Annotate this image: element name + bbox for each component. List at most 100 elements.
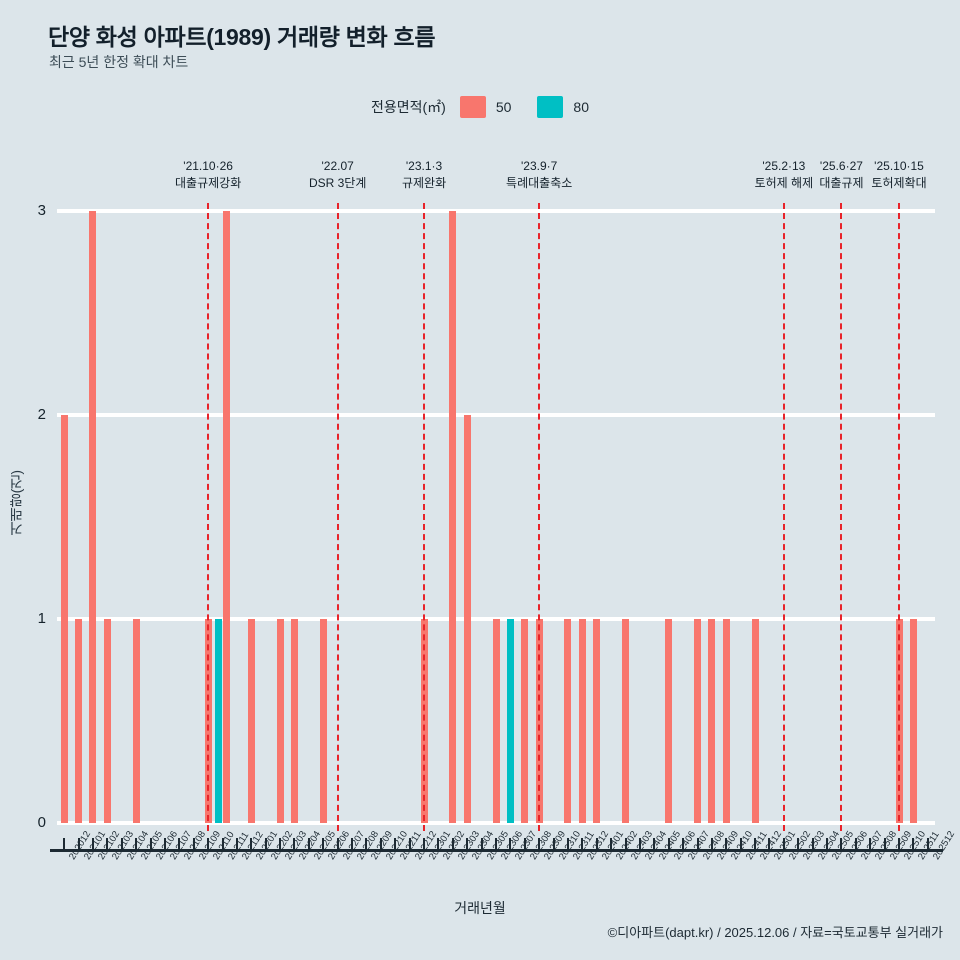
x-axis-tick [581, 838, 584, 850]
x-axis-tick [379, 838, 382, 850]
bar-50 [722, 619, 730, 823]
footer-credit: ©디아파트(dapt.kr) / 2025.12.06 / 자료=국토교통부 실… [607, 925, 943, 940]
x-axis-tick [869, 838, 872, 850]
bar-50 [694, 619, 701, 823]
page-subtitle: 최근 5년 한정 확대 차트 [49, 54, 189, 70]
x-axis-tick [351, 838, 354, 850]
bar-50 [521, 619, 529, 823]
grid-line [57, 413, 935, 417]
grid-line [57, 821, 935, 825]
legend-swatch-50 [459, 96, 486, 118]
annotation-date: '25.10·15 [874, 159, 924, 173]
annotation-date: '23.9·7 [521, 159, 558, 173]
annotation-line [782, 203, 785, 831]
chart-legend: 전용면적(㎡) 50 80 [0, 96, 960, 118]
annotation-date: '22.07 [321, 159, 354, 173]
bar-50 [60, 415, 68, 823]
x-axis-tick [725, 838, 728, 850]
y-axis-title: 거래량(건) [8, 470, 24, 536]
annotation-label: '22.07 DSR 3단계 [309, 158, 366, 193]
annotation-text: 대출규제 [819, 176, 864, 191]
annotation-line [840, 203, 843, 831]
x-axis-tick [912, 838, 915, 850]
x-axis-tick [854, 838, 857, 850]
x-axis-tick [782, 838, 785, 850]
legend-label-80: 80 [573, 99, 589, 115]
x-axis-tick [408, 838, 411, 850]
annotation-line [898, 203, 901, 831]
x-axis-tick [739, 838, 742, 850]
plot-area [57, 203, 935, 831]
bar-50 [622, 619, 630, 823]
x-axis-tick [423, 838, 426, 850]
x-axis-line [50, 849, 943, 852]
x-axis-tick [898, 838, 901, 850]
x-axis-tick [595, 838, 598, 850]
x-axis-tick [480, 838, 483, 850]
annotation-text: 대출규제강화 [175, 176, 242, 191]
annotation-text: 규제완화 [401, 176, 447, 191]
x-axis-tick [264, 838, 267, 850]
annotation-label: '23.1·3 규제완화 [402, 158, 446, 193]
annotation-date: '23.1·3 [405, 159, 443, 173]
y-axis-tick-label: 2 [37, 406, 46, 423]
bar-50 [708, 619, 716, 823]
x-axis-tick [883, 838, 886, 850]
x-axis-tick [221, 838, 224, 850]
x-axis-tick [638, 838, 641, 850]
bar-50 [463, 415, 471, 823]
x-axis-tick [235, 838, 238, 850]
legend-title: 전용면적(㎡) [370, 99, 446, 115]
bar-50 [290, 619, 298, 823]
x-axis-tick [106, 838, 109, 850]
x-axis-tick [610, 838, 613, 850]
page-title: 단양 화성 아파트(1989) 거래량 변화 흐름 [48, 24, 436, 50]
x-axis-tick [77, 838, 80, 850]
annotation-line [336, 203, 339, 831]
x-axis-tick [178, 838, 181, 850]
annotation-label: '21.10·26 대출규제강화 [175, 158, 241, 193]
bar-50 [564, 619, 572, 823]
bar-50 [89, 211, 97, 823]
x-axis-tick [768, 838, 771, 850]
bar-50 [449, 211, 457, 823]
x-axis-tick [797, 838, 800, 850]
x-axis-tick [192, 838, 195, 850]
x-axis-tick [566, 838, 569, 850]
annotation-label: '25.6·27 대출규제 [819, 158, 863, 193]
legend-label-50: 50 [495, 99, 512, 115]
bar-50 [578, 619, 586, 823]
x-axis-tick [293, 838, 296, 850]
bar-80 [506, 619, 514, 823]
x-axis-tick [135, 838, 138, 850]
x-axis-tick [279, 838, 282, 850]
bar-50 [222, 211, 230, 823]
x-axis-tick [552, 838, 555, 850]
x-axis-tick [394, 838, 397, 850]
bar-50 [665, 619, 673, 823]
x-axis-tick [840, 838, 843, 850]
annotation-line [423, 203, 426, 831]
bar-50 [909, 619, 917, 823]
bar-80 [215, 619, 223, 823]
x-axis-tick [710, 838, 713, 850]
annotation-date: '25.6·27 [819, 159, 863, 173]
x-axis-tick [667, 838, 670, 850]
x-axis-tick [696, 838, 699, 850]
x-axis-tick [624, 838, 627, 850]
bar-50 [75, 619, 83, 823]
x-axis-tick [336, 838, 339, 850]
y-axis-tick-label: 0 [37, 814, 46, 831]
x-axis-tick [495, 838, 497, 850]
y-axis-tick-label: 3 [37, 202, 46, 219]
bar-50 [319, 619, 327, 823]
annotation-label: '23.9·7 특례대출축소 [506, 158, 572, 193]
bar-50 [492, 619, 500, 823]
bar-50 [132, 619, 140, 823]
x-axis-tick [207, 838, 210, 850]
x-axis-tick [509, 838, 512, 850]
legend-swatch-80 [537, 96, 564, 118]
x-axis-tick [307, 838, 310, 850]
x-axis-tick [437, 838, 440, 850]
bar-50 [103, 619, 111, 823]
